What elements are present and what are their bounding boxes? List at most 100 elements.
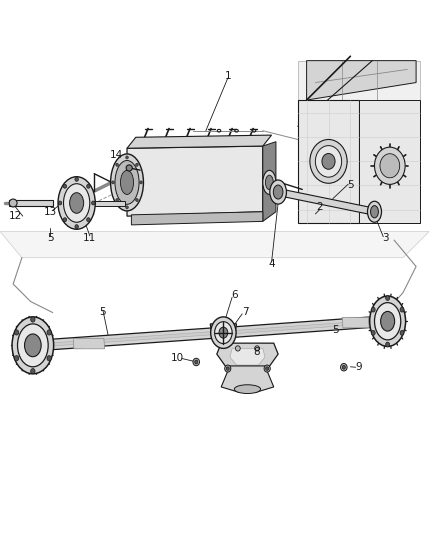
Text: 2: 2	[316, 203, 323, 212]
Ellipse shape	[126, 206, 128, 209]
Ellipse shape	[226, 367, 229, 370]
Text: 14: 14	[110, 150, 123, 160]
Polygon shape	[342, 317, 369, 328]
Ellipse shape	[315, 146, 342, 177]
Ellipse shape	[371, 206, 378, 218]
Ellipse shape	[273, 185, 283, 199]
Ellipse shape	[120, 171, 134, 195]
Ellipse shape	[195, 360, 198, 364]
Ellipse shape	[87, 218, 90, 222]
Ellipse shape	[370, 296, 406, 346]
Ellipse shape	[140, 181, 142, 184]
Ellipse shape	[87, 184, 90, 188]
Ellipse shape	[343, 365, 346, 369]
Ellipse shape	[75, 225, 78, 229]
Polygon shape	[359, 100, 420, 223]
Ellipse shape	[25, 334, 41, 357]
Ellipse shape	[374, 303, 401, 340]
Ellipse shape	[265, 367, 269, 370]
Text: 13: 13	[44, 207, 57, 217]
Ellipse shape	[374, 147, 405, 184]
Ellipse shape	[136, 163, 138, 166]
Ellipse shape	[115, 160, 139, 204]
Ellipse shape	[18, 324, 48, 367]
Ellipse shape	[371, 330, 375, 335]
Ellipse shape	[31, 317, 35, 322]
Ellipse shape	[14, 330, 19, 335]
Ellipse shape	[263, 171, 276, 195]
Ellipse shape	[381, 311, 395, 331]
Ellipse shape	[116, 163, 118, 166]
Polygon shape	[298, 100, 359, 223]
Bar	[83, 201, 125, 206]
Polygon shape	[210, 324, 237, 344]
Polygon shape	[298, 61, 420, 223]
Ellipse shape	[47, 356, 51, 361]
Ellipse shape	[12, 317, 53, 374]
Ellipse shape	[136, 198, 138, 201]
Ellipse shape	[341, 364, 347, 371]
Text: 3: 3	[382, 233, 389, 243]
Ellipse shape	[255, 346, 259, 351]
Ellipse shape	[193, 358, 200, 366]
Ellipse shape	[31, 368, 35, 374]
Polygon shape	[232, 317, 378, 337]
Ellipse shape	[70, 193, 84, 213]
Text: 5: 5	[332, 325, 339, 335]
Ellipse shape	[270, 180, 286, 204]
Polygon shape	[230, 349, 265, 365]
Text: 12: 12	[9, 211, 22, 221]
Polygon shape	[73, 338, 105, 349]
Text: 10: 10	[171, 353, 184, 364]
Text: 5: 5	[99, 308, 106, 318]
Text: 7: 7	[242, 308, 249, 318]
Polygon shape	[0, 231, 429, 258]
Polygon shape	[131, 212, 263, 225]
Polygon shape	[127, 135, 272, 148]
Polygon shape	[232, 320, 378, 334]
Ellipse shape	[322, 154, 335, 169]
Ellipse shape	[47, 330, 51, 335]
Ellipse shape	[110, 154, 143, 211]
Ellipse shape	[92, 201, 95, 205]
Ellipse shape	[63, 184, 67, 188]
Ellipse shape	[225, 365, 231, 372]
Ellipse shape	[310, 140, 347, 183]
Ellipse shape	[265, 175, 273, 190]
Ellipse shape	[219, 327, 228, 338]
Ellipse shape	[215, 322, 232, 344]
Ellipse shape	[126, 156, 128, 159]
Text: 1: 1	[224, 71, 231, 81]
Ellipse shape	[236, 346, 240, 351]
Ellipse shape	[371, 307, 375, 312]
Ellipse shape	[63, 218, 67, 222]
Ellipse shape	[234, 385, 261, 393]
Polygon shape	[307, 61, 416, 100]
Ellipse shape	[380, 154, 399, 178]
Text: 6: 6	[231, 290, 238, 300]
Ellipse shape	[211, 317, 236, 349]
Ellipse shape	[58, 201, 62, 205]
Ellipse shape	[9, 199, 17, 207]
Polygon shape	[263, 142, 276, 221]
Text: 4: 4	[268, 260, 275, 269]
Polygon shape	[127, 146, 263, 216]
Polygon shape	[221, 366, 274, 392]
Text: 8: 8	[253, 347, 260, 357]
Text: 9: 9	[356, 362, 363, 372]
Polygon shape	[51, 328, 214, 350]
Ellipse shape	[367, 201, 381, 222]
Ellipse shape	[14, 356, 19, 361]
Ellipse shape	[385, 296, 390, 301]
Text: 5: 5	[47, 233, 54, 243]
Ellipse shape	[126, 165, 132, 171]
Ellipse shape	[400, 330, 404, 335]
Ellipse shape	[385, 342, 390, 347]
Polygon shape	[52, 332, 214, 346]
Text: 11: 11	[83, 233, 96, 243]
Ellipse shape	[75, 177, 78, 181]
Ellipse shape	[264, 365, 270, 372]
Ellipse shape	[116, 198, 118, 201]
Ellipse shape	[64, 184, 90, 222]
Text: 5: 5	[347, 181, 354, 190]
